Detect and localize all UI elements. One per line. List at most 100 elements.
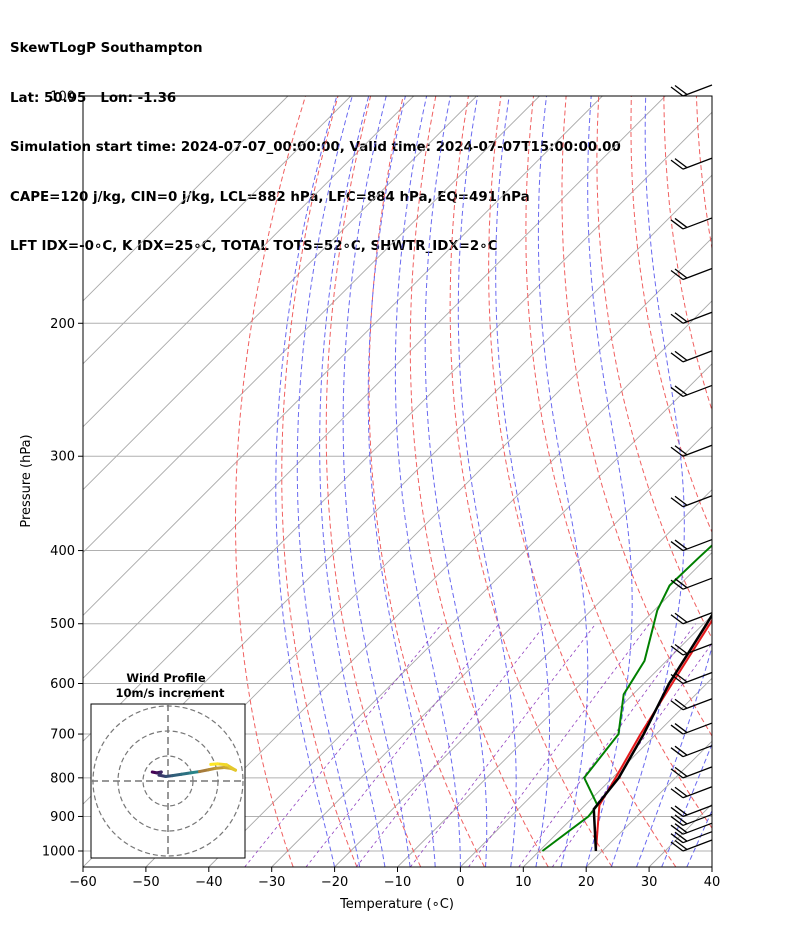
wind-profile-inset: Wind Profile 10m/s increment [90,671,246,859]
moist-adiabat [367,96,436,867]
dry-adiabat [663,96,712,412]
hodograph-segment [189,770,201,775]
x-tick-label: −40 [195,875,222,890]
dry-adiabat [695,96,712,252]
wind-barb [670,822,713,835]
inset-title: Wind Profile [126,671,206,685]
thermodynamic-background [83,96,794,867]
dry-adiabat [729,96,794,867]
mixing-ratio-line [244,623,443,867]
isotherm [83,96,477,491]
y-tick-label: 100 [50,90,75,105]
y-tick-label: 1000 [42,845,75,860]
x-tick-label: 0 [456,875,464,890]
x-tick-label: 20 [578,875,595,890]
isotherm [83,96,352,365]
chart-header: SkewTLogP Southampton Lat: 50.95 Lon: -1… [10,8,621,272]
mixing-ratio-line [551,642,712,867]
mixing-ratio-line [468,623,650,867]
isotherm [334,488,712,867]
wind-barb [670,538,713,552]
x-axis-label: Temperature (∘C) [339,897,454,912]
stability-parameters: CAPE=120 j/kg, CIN=0 j/kg, LCL=882 hPa, … [10,189,530,205]
y-tick-label: 500 [50,617,75,632]
dry-adiabat [561,96,712,737]
moist-adiabat [319,96,386,867]
hodograph-segment [180,771,192,776]
dry-adiabat [488,96,677,867]
x-tick-label: 30 [641,875,658,890]
x-tick-label: −20 [321,875,348,890]
wind-barb [670,831,713,844]
isotherm [145,300,712,867]
isotherm [711,866,712,867]
wind-barbs [670,84,713,852]
x-axis-ticks: −60 −50 −40 −30 −20 −10 0 10 20 30 40 [69,867,720,890]
dry-adiabat [762,96,794,867]
isotherm [271,426,712,867]
x-tick-label: −60 [69,875,96,890]
isotherm [522,677,712,867]
x-tick-label: −50 [132,875,159,890]
y-tick-label: 200 [50,317,75,332]
simulation-times: Simulation start time: 2024-07-07_00:00:… [10,140,621,155]
inset-subtitle: 10m/s increment [116,686,225,700]
isotherm [208,363,712,867]
dry-adiabat [281,96,358,867]
dry-adiabat [449,96,613,867]
isotherm [648,803,712,867]
isotherm [83,96,666,679]
moist-adiabat [686,809,712,867]
wind-barb [670,786,713,799]
isotherm [83,96,415,428]
moist-adiabat [342,96,411,867]
wind-barb [670,643,713,656]
y-tick-label: 800 [50,771,75,786]
y-axis-ticks: 100 200 300 400 500 600 700 800 900 1000 [42,90,83,860]
sounding-profiles [541,544,712,852]
moist-adiabat [636,645,712,867]
wind-barb [670,311,713,324]
moist-adiabat [711,865,712,867]
dry-adiabat [409,96,549,867]
hodograph-segment [216,762,228,767]
dry-adiabat [368,96,485,867]
wind-barb [670,384,713,398]
moist-adiabat [610,96,685,867]
isotherm [83,96,289,302]
wind-barb [670,813,713,827]
y-tick-label: 400 [50,544,75,559]
x-tick-label: −10 [384,875,411,890]
cape-area [738,96,794,574]
mixing-ratio-line [355,623,547,867]
dewpoint-line [541,544,712,852]
moist-adiabat [585,96,633,867]
mixing-ratio-line [518,623,696,867]
x-tick-label: 40 [704,875,721,890]
location-coordinates: Lat: 50.95 Lon: -1.36 [10,90,177,106]
wind-barb [670,612,713,625]
y-tick-label: 900 [50,810,75,825]
wind-barb [670,495,713,508]
moist-adiabat [424,96,488,867]
wind-barb [670,267,713,281]
hodograph-segment [198,768,210,774]
isotherm [460,614,712,867]
hodograph-segment [171,772,183,778]
wind-barb [670,84,713,97]
x-tick-label: 10 [515,875,532,890]
y-axis-label: Pressure (hPa) [19,434,34,527]
isotherm [397,551,712,867]
isotherm [83,96,540,554]
wind-barb [670,745,713,758]
mixing-ratio-line [410,623,597,867]
moist-adiabat [457,96,517,867]
wind-barb [670,444,713,457]
station-title: SkewTLogP Southampton [10,41,203,56]
isotherm [585,740,712,867]
wind-barb [670,157,713,170]
isotherm [83,96,603,617]
y-tick-label: 300 [50,450,75,465]
moist-adiabat [275,96,338,867]
